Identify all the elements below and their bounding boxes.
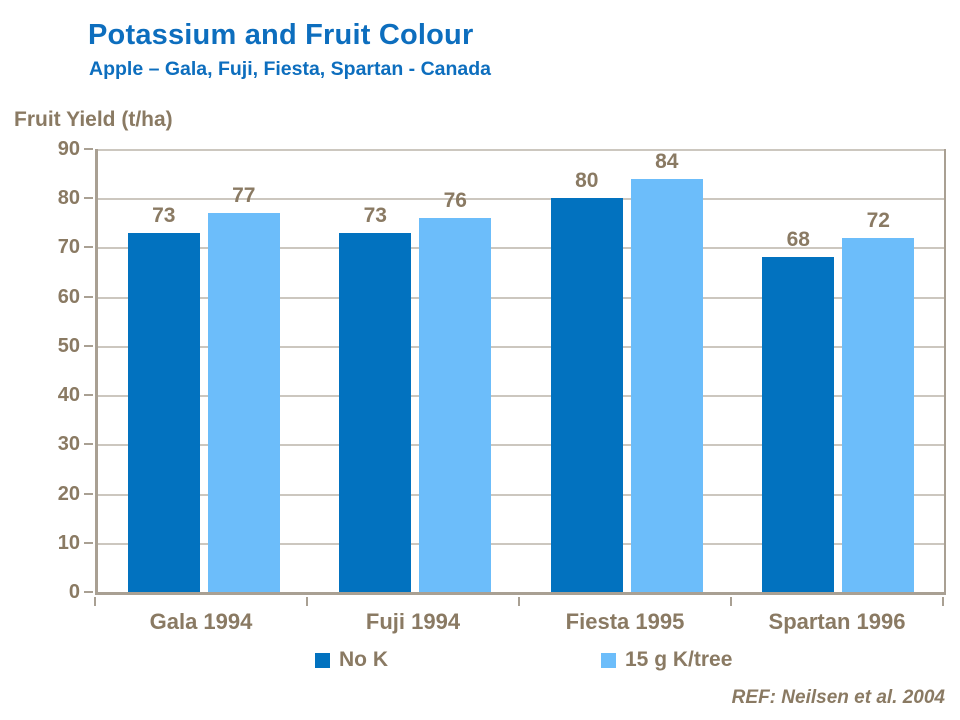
y-tick-mark	[84, 541, 93, 544]
y-axis-title: Fruit Yield (t/ha)	[14, 108, 173, 131]
legend: No K 15 g K/tree	[0, 648, 960, 674]
bar-wrap: 72	[842, 209, 915, 592]
gridline	[98, 395, 944, 398]
y-tick-mark	[84, 344, 93, 347]
bar	[207, 213, 280, 592]
bar-groups: 73 77 73 76 80 84 68 72	[98, 149, 944, 592]
y-tick-label: 0	[68, 581, 80, 603]
chart-subtitle: Apple – Gala, Fuji, Fiesta, Spartan - Ca…	[89, 58, 492, 80]
gridline	[98, 444, 944, 447]
y-tick-mark	[84, 295, 93, 298]
bar-value-label: 77	[232, 184, 256, 207]
reference-note: REF: Neilsen et al. 2004	[731, 687, 945, 708]
category-label: Gala 1994	[149, 609, 253, 634]
bar-wrap: 84	[630, 150, 703, 592]
bar-wrap: 77	[207, 184, 280, 592]
bar-value-label: 73	[363, 203, 387, 227]
x-tick-mark	[306, 597, 308, 606]
legend-item: No K	[315, 648, 388, 672]
bar-group: 80 84	[521, 149, 733, 592]
y-tick-label: 40	[57, 384, 80, 407]
bar	[762, 257, 835, 592]
y-tick-label: 10	[57, 531, 80, 554]
x-tick-mark	[94, 597, 96, 606]
bar-value-label: 68	[786, 228, 810, 252]
y-tick-mark	[84, 246, 93, 249]
legend-swatch-icon	[315, 652, 330, 668]
gridline	[98, 198, 944, 201]
bar-value-label: 72	[866, 208, 890, 232]
bar-wrap: 73	[339, 204, 412, 592]
bar-value-label: 84	[655, 149, 679, 173]
y-tick-label: 90	[57, 138, 80, 160]
bar-wrap: 68	[762, 228, 835, 592]
bar-value-label: 80	[575, 169, 599, 193]
category-label: Fiesta 1995	[565, 609, 685, 634]
y-tick-label: 20	[57, 482, 80, 505]
plot-area: 73 77 73 76 80 84 68 72	[95, 149, 946, 595]
y-tick-mark	[84, 443, 93, 446]
bar-group: 73 76	[310, 149, 522, 592]
bar-group: 73 77	[98, 149, 310, 592]
bar	[127, 232, 200, 592]
bar-group: 68 72	[733, 149, 945, 592]
y-tick-label: 60	[57, 285, 80, 308]
y-tick-label: 70	[57, 236, 80, 259]
x-tick-mark	[518, 597, 520, 606]
gridline	[98, 247, 944, 250]
y-tick-mark	[84, 591, 93, 593]
y-tick-label: 50	[57, 334, 80, 357]
y-tick-mark	[84, 148, 93, 150]
bar-wrap: 76	[419, 189, 492, 592]
gridline	[98, 296, 944, 299]
category-label: Spartan 1996	[768, 609, 906, 634]
gridline	[98, 542, 944, 545]
bar	[419, 217, 492, 592]
y-tick-label: 80	[57, 187, 80, 210]
x-tick-mark	[730, 597, 732, 606]
gridline	[98, 493, 944, 496]
category-label: Fuji 1994	[365, 609, 461, 634]
bar	[339, 232, 412, 592]
bar	[630, 178, 703, 592]
legend-label: 15 g K/tree	[625, 648, 733, 671]
legend-swatch-icon	[601, 652, 616, 668]
y-tick-mark	[84, 197, 93, 200]
legend-item: 15 g K/tree	[601, 648, 732, 672]
bar-value-label: 73	[152, 203, 176, 227]
bar	[842, 237, 915, 592]
gridline	[98, 345, 944, 348]
gridline	[98, 149, 944, 151]
bar-wrap: 73	[127, 204, 200, 592]
bar-wrap: 80	[550, 169, 623, 592]
y-tick-mark	[84, 394, 93, 397]
x-tick-mark	[942, 597, 944, 606]
chart-title: Potassium and Fruit Colour	[88, 19, 474, 51]
bar	[550, 198, 623, 592]
bar-value-label: 76	[443, 188, 467, 212]
x-axis-category-labels: Gala 1994 Fuji 1994 Fiesta 1995 Spartan 199…	[95, 609, 943, 635]
y-tick-mark	[84, 492, 93, 495]
y-tick-label: 30	[57, 433, 80, 456]
legend-label: No K	[339, 648, 388, 671]
